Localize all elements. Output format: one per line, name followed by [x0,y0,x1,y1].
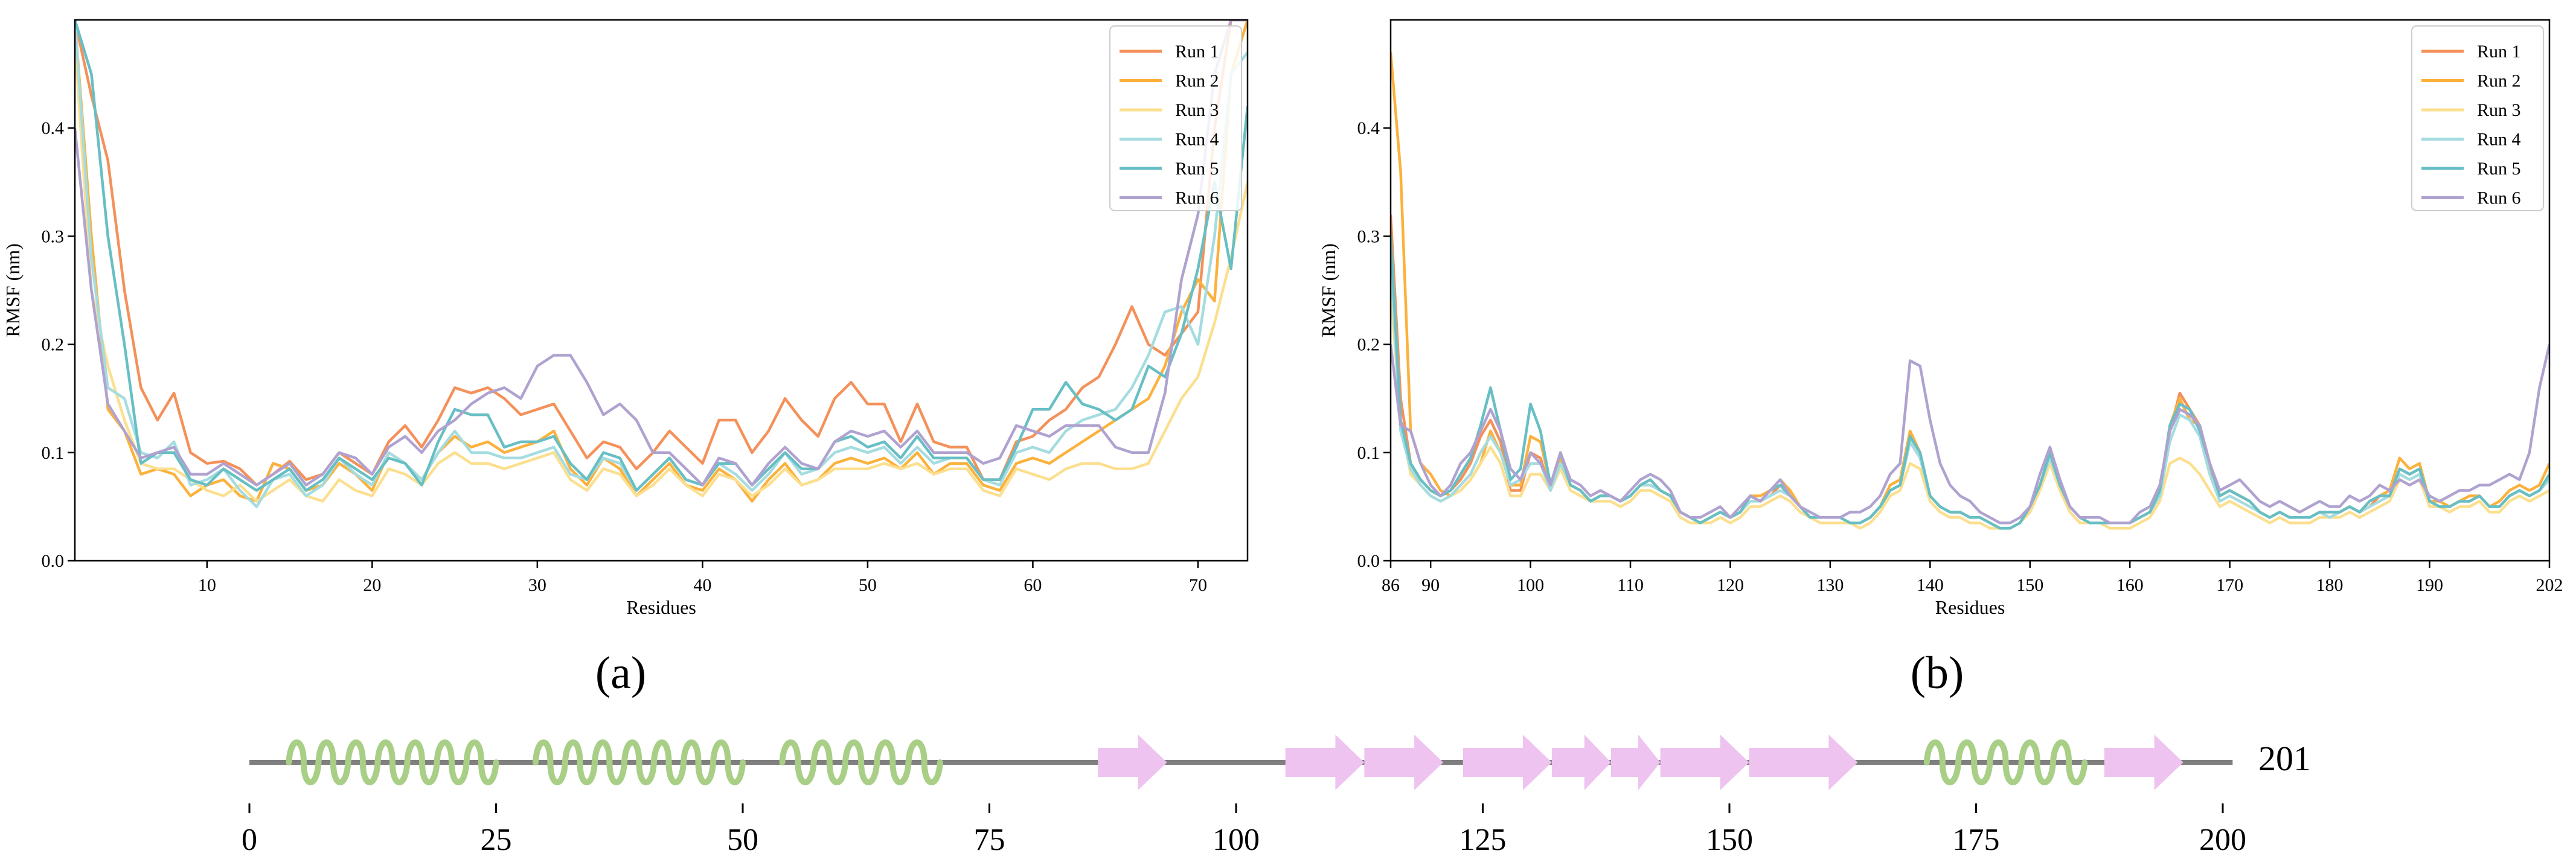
panel-b-series-line-run-1 [1391,214,2549,530]
panel-b-legend-label-run-5: Run 5 [2477,159,2521,179]
panel-b-axes-frame [1389,19,2551,562]
panel-a-x-tick-label: 30 [528,575,546,595]
panel-a-x-tick-label: 40 [693,575,711,595]
panel-a-legend-label-run-2: Run 2 [1175,71,1219,91]
ss-x-tick-label: 25 [481,823,512,857]
panel-b-series-line-run-5 [1391,236,2549,530]
panel-b-x-tick-label: 160 [2116,575,2144,595]
ss-beta-strand-arrow [1660,735,1749,790]
panel-a-x-axis-label: Residues [626,596,696,618]
panel-a-y-tick-label: 0.4 [42,118,65,138]
panel-b-legend-label-run-6: Run 6 [2477,188,2521,208]
panel-b-x-tick-label: 130 [1816,575,1844,595]
panel-b-y-tick-label: 0.0 [1357,551,1380,571]
panel-a-y-tick-label: 0.2 [42,335,65,355]
panel-b-x-tick-label: 90 [1421,575,1440,595]
ss-beta-strand-arrow [1364,735,1444,790]
panel-a-series-line-run-1 [75,20,1248,487]
panel-a-y-tick-label: 0.3 [42,226,65,246]
panel-b-x-tick-label: 120 [1717,575,1744,595]
panel-b-x-tick-label: 86 [1382,575,1400,595]
ss-x-tick-label: 100 [1213,823,1260,857]
panel-b-x-tick-label: 190 [2416,575,2443,595]
panel-b-y-tick-label: 0.1 [1357,443,1380,463]
panel-b-label: (b) [1911,648,1964,698]
panel-b-legend: Run 1 Run 2 Run 3 Run 4 Run 5 Run 6 [2411,25,2544,211]
panel-b-x-tick-label: 100 [1517,575,1544,595]
panel-a-legend-label-run-1: Run 1 [1175,42,1219,62]
ss-beta-strand-arrow [1610,735,1661,790]
panel-a-x-tick-label: 10 [198,575,216,595]
panel-a-x-tick-label: 60 [1024,575,1042,595]
ss-x-tick-label: 175 [1953,823,2000,857]
panel-a-series-line-run-4 [75,20,1248,508]
panel-a-y-axis-label: RMSF (nm) [2,243,24,337]
panel-b-legend-label-run-3: Run 3 [2477,100,2521,120]
panel-b-legend-label-run-2: Run 2 [2477,71,2521,91]
panel-a-chart: 10 20 30 40 50 60 70 0.0 0.1 0.2 0.3 0.4 Residues RMS… [2,19,1249,618]
ss-beta-strand-arrow [1749,735,1858,790]
panel-b-series-line-run-2 [1391,52,2549,530]
panel-a-series-line-run-2 [75,20,1248,503]
panel-b-legend-box [2411,25,2544,211]
ss-x-tick-label: 75 [974,823,1005,857]
panel-b-series-line-run-3 [1391,290,2549,530]
panel-b-x-tick-label: 202 [2536,575,2563,595]
ss-alpha-helix-coil [1923,739,2088,785]
panel-b-x-axis-label: Residues [1935,596,2005,618]
ss-alpha-helix-coil [532,739,746,785]
panel-a-axes-frame [74,19,1249,562]
panel-b-legend-label-run-1: Run 1 [2477,42,2521,62]
panel-a-label: (a) [595,648,646,698]
ss-beta-strand-arrow [2104,735,2184,790]
ss-x-tick-label: 0 [242,823,257,857]
panel-a-legend: Run 1 Run 2 Run 3 Run 4 Run 5 Run 6 [1109,25,1242,211]
panel-a-y-tick-label: 0.1 [42,443,65,463]
panel-b-series-line-run-6 [1391,344,2549,525]
secondary-structure-diagram: 0 25 50 75 100 125 150 175 200 [242,735,2246,857]
ss-x-tick-label: 125 [1459,823,1507,857]
ss-x-tick-label: 150 [1706,823,1753,857]
panel-b-y-tick-label: 0.2 [1357,335,1380,355]
sequence-length-label: 201 [2258,739,2311,778]
panel-a-x-tick-label: 20 [363,575,381,595]
panel-b-x-tick-label: 170 [2216,575,2243,595]
panel-a-legend-box [1109,25,1242,211]
panel-b-x-tick-label: 180 [2316,575,2344,595]
panel-a-x-tick-label: 50 [859,575,877,595]
ss-x-tick-label: 50 [727,823,758,857]
panel-b-x-tick-label: 110 [1617,575,1644,595]
panel-a-y-tick-label: 0.0 [42,551,65,571]
panel-a-x-tick-label: 70 [1189,575,1207,595]
ss-alpha-helix-coil [779,739,943,785]
ss-beta-strand-arrow [1285,735,1365,790]
panel-a-series-group [75,20,1248,508]
ss-beta-strand-arrow [1098,735,1167,790]
panel-b-series-group [1391,52,2549,530]
panel-a-series-line-run-6 [75,20,1248,487]
panel-a-series-line-run-3 [75,41,1248,503]
panel-b-y-tick-label: 0.3 [1357,226,1380,246]
panel-a-legend-label-run-3: Run 3 [1175,100,1219,120]
panel-b-legend-label-run-4: Run 4 [2477,130,2521,150]
panel-a-legend-label-run-6: Run 6 [1175,188,1219,208]
ss-beta-strand-arrow [1463,735,1552,790]
ss-x-tick-label: 200 [2199,823,2246,857]
ss-beta-strand-arrow [1551,735,1611,790]
panel-b-y-tick-label: 0.4 [1357,118,1380,138]
panel-a-legend-label-run-4: Run 4 [1175,130,1219,150]
panel-b-y-axis-label: RMSF (nm) [1318,243,1339,337]
ss-alpha-helix-coil [286,739,499,785]
panel-b-x-tick-label: 150 [2016,575,2043,595]
panel-a-legend-label-run-5: Run 5 [1175,159,1219,179]
panel-a-series-line-run-5 [75,20,1248,492]
panel-b-chart: 86 90 100 110 120 130 140 150 160 170 180 190 202 0.0… [1318,19,2563,618]
panel-b-x-tick-label: 140 [1917,575,1944,595]
